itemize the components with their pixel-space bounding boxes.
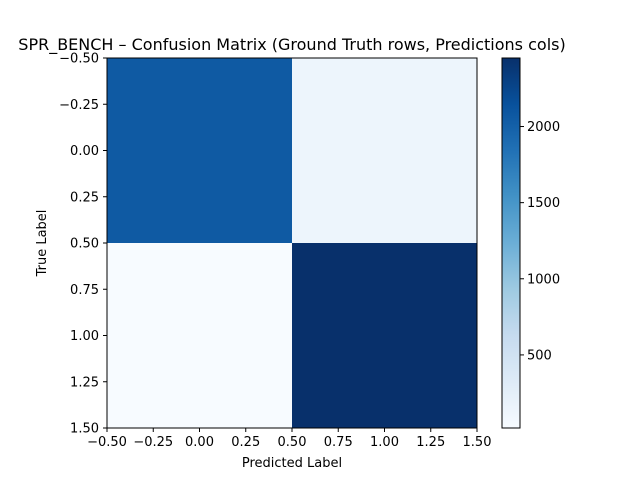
x-axis-ticks: −0.50 −0.25 0.00 0.25 0.50 0.75 1.00 1.25 1.50 [87,428,491,450]
y-tick-label: −0.25 [59,98,99,113]
y-tick-label: 0.50 [70,237,99,252]
y-axis-ticks: −0.50 −0.25 0.00 0.25 0.50 0.75 1.00 1.25 1.50 [59,52,107,437]
x-tick-label: 0.25 [231,435,260,450]
y-tick-label: −0.50 [59,52,99,67]
y-tick-label: 0.25 [70,190,99,205]
y-tick-label: 1.25 [70,375,99,390]
heatmap-cell-0-1 [292,58,477,243]
y-axis-label: True Label [35,210,50,278]
y-tick-label: 1.00 [70,329,99,344]
x-tick-label: 1.50 [463,435,492,450]
colorbar-tick-label: 1500 [527,196,560,211]
y-tick-label: 0.00 [70,144,99,159]
x-tick-label: 0.50 [278,435,307,450]
x-tick-label: −0.50 [87,435,127,450]
colorbar [501,57,521,429]
x-tick-label: 0.75 [324,435,353,450]
chart-title: SPR_BENCH – Confusion Matrix (Ground Tru… [18,35,565,55]
colorbar-tick-label: 500 [527,348,552,363]
y-tick-label: 1.50 [70,422,99,437]
colorbar-tick-label: 2000 [527,120,560,135]
x-tick-label: 0.00 [185,435,214,450]
x-tick-label: 1.00 [370,435,399,450]
heatmap-cell-0-0 [107,58,292,243]
heatmap-cell-1-1 [292,243,477,428]
heatmap-cells [107,58,477,428]
x-tick-label: −0.25 [133,435,173,450]
x-tick-label: 1.25 [416,435,445,450]
x-axis-label: Predicted Label [242,456,342,471]
heatmap-cell-1-0 [107,243,292,428]
colorbar-ticks: 500 1000 1500 2000 [520,120,560,363]
colorbar-tick-label: 1000 [527,272,560,287]
y-tick-label: 0.75 [70,283,99,298]
